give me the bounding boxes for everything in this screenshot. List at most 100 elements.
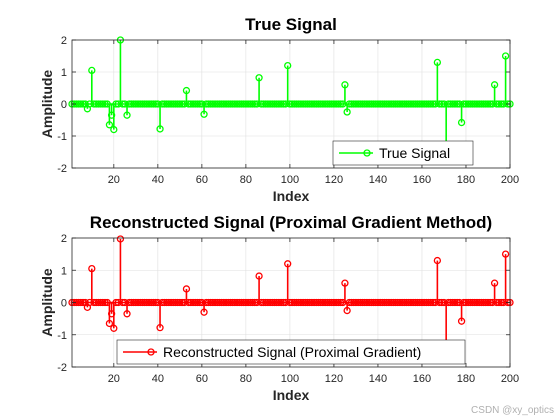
stem-marker: [193, 298, 202, 307]
stem-marker: [193, 100, 202, 108]
x-tick-label: 160: [413, 373, 431, 385]
y-tick-label: -2: [57, 163, 67, 175]
true-signal-plot: 20 40 60 80 100 120 140 160 180 200 -2 -1 0 1 2 True Si…: [39, 15, 519, 204]
stem-marker: [336, 298, 345, 307]
stem-marker: [484, 298, 492, 307]
y-axis-label: Amplitude: [39, 268, 55, 337]
x-tick-label: 200: [501, 174, 519, 186]
stem-marker: [457, 317, 466, 325]
stem-marker: [343, 306, 351, 315]
stem-marker: [105, 121, 114, 129]
stem-marker: [435, 298, 444, 307]
stem-marker: [504, 100, 512, 108]
stem-marker: [176, 298, 184, 307]
x-tick-label: 40: [152, 373, 164, 385]
stem-marker: [110, 324, 118, 332]
stem-marker: [435, 100, 444, 108]
stem-marker: [101, 298, 109, 307]
stem-marker: [103, 100, 111, 108]
stem-marker: [200, 110, 208, 118]
y-axis-label: Amplitude: [39, 70, 55, 139]
stem-marker: [116, 235, 125, 243]
y-tick-label: 1: [61, 265, 67, 277]
stem-marker: [123, 111, 131, 119]
stem-marker: [99, 100, 107, 108]
x-axis-label: Index: [273, 188, 310, 204]
x-tick-label: 180: [457, 373, 475, 385]
legend-label: Reconstructed Signal (Proximal Gradient): [163, 344, 421, 360]
stem-marker: [255, 74, 263, 82]
legend-marker: [147, 348, 155, 356]
x-tick-label: 180: [457, 174, 475, 186]
stem-marker: [107, 111, 116, 119]
stem-marker: [277, 298, 285, 307]
stem-marker: [433, 256, 442, 265]
x-tick-label: 120: [325, 373, 343, 385]
chart-title: True Signal: [245, 15, 337, 34]
stem-marker: [103, 298, 111, 307]
x-tick-label: 200: [501, 373, 519, 385]
stem-marker: [427, 100, 435, 108]
legend-marker: [363, 149, 371, 157]
stem-marker: [457, 118, 466, 127]
stem-marker: [277, 100, 285, 108]
stem-marker: [255, 272, 263, 280]
x-tick-label: 140: [369, 174, 387, 186]
y-tick-label: 2: [61, 233, 67, 245]
stem-marker: [451, 100, 459, 108]
stem-marker: [501, 52, 510, 60]
x-tick-label: 20: [108, 174, 120, 186]
stem-marker: [88, 264, 96, 273]
x-axis-label: Index: [273, 387, 310, 403]
x-tick-label: 60: [196, 174, 208, 186]
stem-marker: [334, 100, 342, 108]
stem-marker: [77, 100, 85, 108]
stem-marker: [248, 100, 257, 108]
stem-marker: [101, 100, 109, 108]
x-tick-label: 100: [281, 373, 299, 385]
y-tick-label: -1: [57, 131, 67, 143]
x-tick-label: 80: [240, 373, 252, 385]
stem-marker: [504, 298, 512, 307]
x-tick-label: 160: [413, 174, 431, 186]
y-tick-label: 0: [61, 298, 67, 310]
stem-marker: [343, 108, 351, 116]
stem-marker: [156, 125, 164, 133]
y-tick-label: -2: [57, 362, 67, 374]
y-tick-label: -1: [57, 330, 67, 342]
x-tick-label: 100: [281, 174, 299, 186]
chart-title: Reconstructed Signal (Proximal Gradient …: [90, 213, 492, 232]
x-tick-label: 40: [152, 174, 164, 186]
x-tick-label: 80: [240, 174, 252, 186]
stem-marker: [451, 298, 459, 307]
stem-marker: [501, 250, 510, 258]
stem-marker: [341, 81, 349, 89]
stem-marker: [284, 260, 292, 268]
y-tick-label: 1: [61, 67, 67, 79]
reconstructed-signal-plot: 20 40 60 80 100 120 140 160 180 200 -2 -1 0 1 2 Reconst…: [39, 213, 519, 403]
stem-marker: [182, 285, 191, 293]
stem-marker: [107, 310, 116, 318]
stem-marker: [490, 81, 499, 89]
stem-marker: [433, 58, 442, 67]
watermark: CSDN @xy_optics: [471, 405, 554, 416]
legend: Reconstructed Signal (Proximal Gradient): [116, 339, 466, 365]
stem-marker: [427, 298, 435, 307]
stem-marker: [200, 308, 208, 316]
stem-marker: [336, 100, 345, 108]
stem-marker: [284, 61, 292, 70]
stem-marker: [77, 298, 85, 307]
stem-marker: [495, 100, 503, 108]
stem-marker: [105, 319, 114, 328]
stem-marker: [490, 279, 499, 287]
legend-label: True Signal: [379, 145, 450, 161]
legend-box: [116, 339, 466, 365]
stem-marker: [88, 66, 96, 75]
x-tick-label: 140: [369, 373, 387, 385]
stem-marker: [484, 100, 492, 108]
stem-marker: [176, 100, 184, 108]
y-tick-label: 0: [61, 99, 67, 111]
stem-marker: [149, 298, 158, 307]
legend: True Signal: [332, 140, 474, 166]
